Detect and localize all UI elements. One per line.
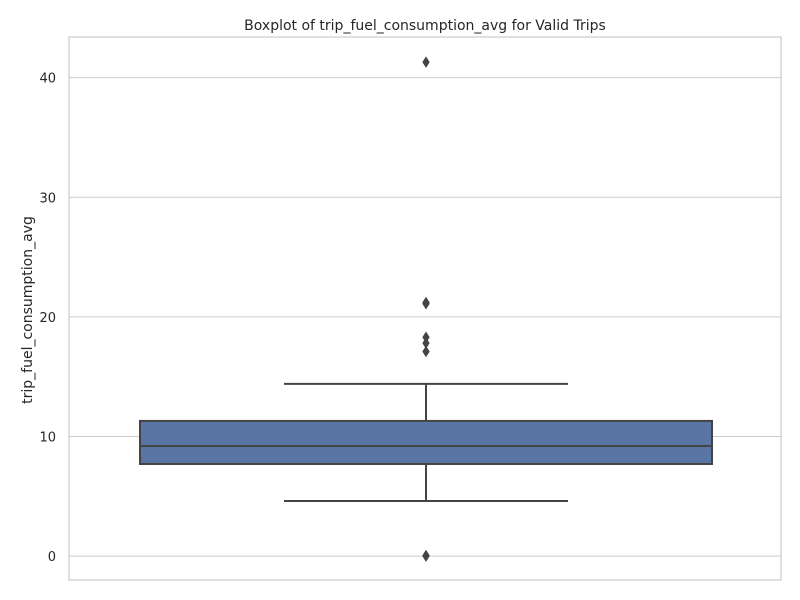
y-tick-label: 10 (39, 430, 56, 445)
y-tick-label: 40 (39, 72, 56, 87)
outlier-point (422, 56, 430, 68)
chart-title: Boxplot of trip_fuel_consumption_avg for… (244, 18, 606, 34)
plot-frame (68, 36, 782, 581)
outlier-point (422, 297, 430, 310)
y-tick-label: 0 (48, 550, 56, 565)
boxplot (139, 382, 713, 503)
outlier-point (422, 345, 430, 358)
y-tick-label: 30 (39, 191, 56, 206)
iqr-box (139, 419, 713, 465)
outliers (422, 56, 430, 562)
y-tick-label: 20 (39, 311, 56, 326)
outlier-point (422, 549, 430, 562)
y-axis-label: trip_fuel_consumption_avg (20, 216, 36, 404)
plot-area-border (68, 36, 782, 581)
y-tick-labels: 0 10 20 30 40 (39, 72, 56, 565)
